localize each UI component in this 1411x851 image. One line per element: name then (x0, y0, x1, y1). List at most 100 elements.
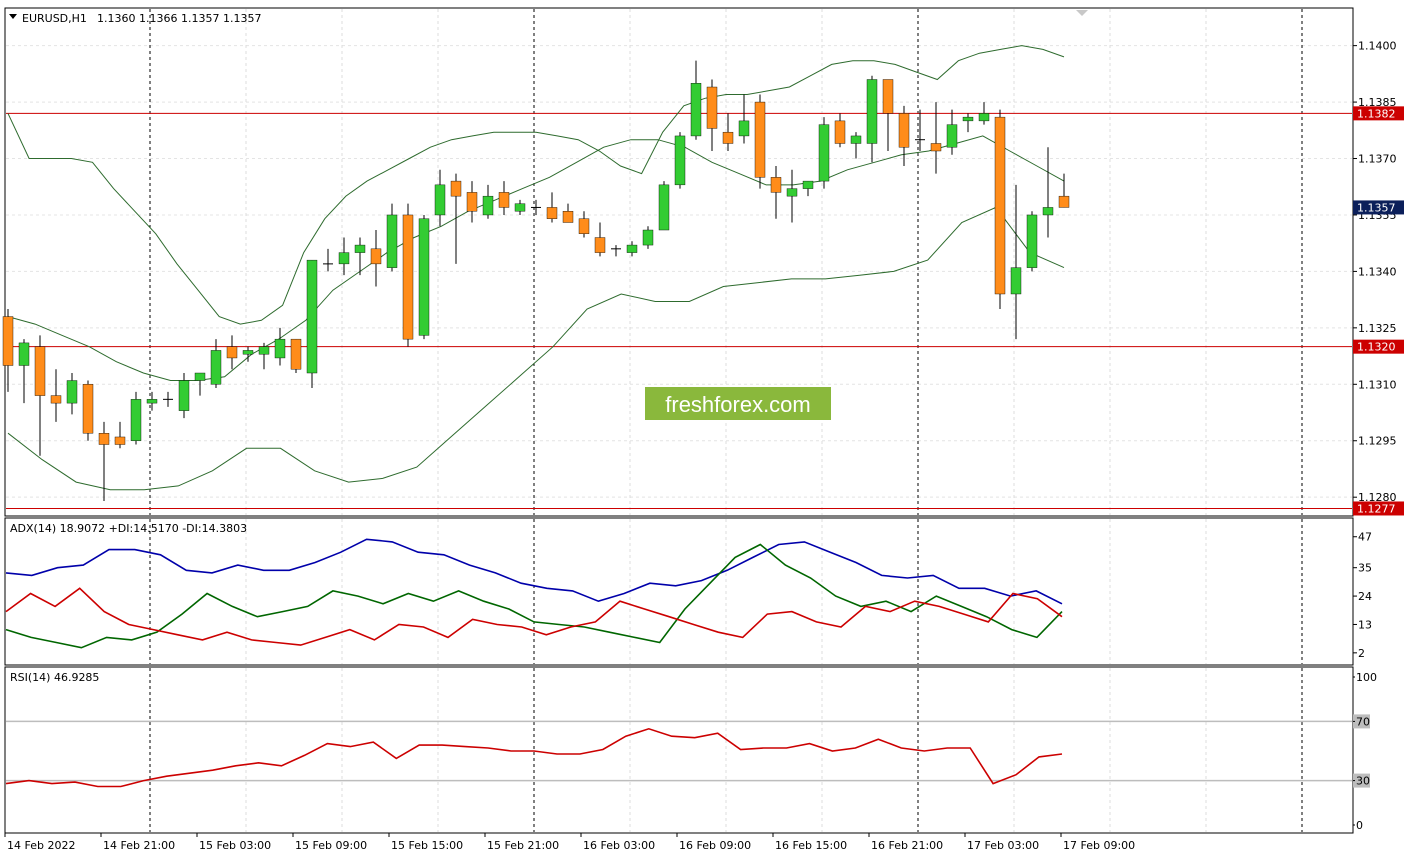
time-tick-label: 14 Feb 21:00 (103, 839, 175, 851)
price-axis: 1.14001.13851.13701.13551.13401.13251.13… (1353, 40, 1404, 516)
candle (802, 180, 814, 197)
symbol-label: EURUSD,H1 (22, 12, 87, 25)
candle (466, 181, 478, 223)
candle (66, 373, 78, 415)
candle-body (258, 346, 270, 355)
candle (562, 203, 574, 223)
candle (611, 245, 621, 257)
time-tick-label: 16 Feb 21:00 (871, 839, 943, 851)
candle-body (946, 124, 958, 148)
time-tick-label: 16 Feb 03:00 (583, 839, 655, 851)
candle-body (738, 120, 750, 137)
level-price-label: 1.1277 (1357, 502, 1396, 515)
candle (450, 173, 462, 264)
candle-body (546, 207, 558, 219)
candle-body (594, 237, 606, 253)
candle-body (146, 399, 158, 404)
plus-di-line (5, 543, 1063, 649)
candle (642, 226, 654, 249)
level-price-box (1353, 339, 1404, 354)
candle-body (98, 433, 110, 445)
candle (402, 203, 414, 347)
watermark-text: freshforex.com (665, 392, 811, 417)
candle-body (722, 131, 734, 144)
candle-body (194, 372, 206, 381)
candle-body (802, 180, 814, 189)
candle (146, 391, 158, 411)
candle (482, 184, 494, 219)
candle-body (754, 101, 766, 178)
candle (114, 421, 126, 449)
rsi-tick-label: 100 (1356, 671, 1377, 684)
candle-body (930, 143, 942, 152)
candle (866, 75, 878, 163)
bb-lower-line (7, 206, 1065, 491)
candle (514, 199, 526, 215)
rsi-lines (5, 720, 1352, 788)
level-price-box (1353, 106, 1404, 121)
candle (674, 132, 686, 189)
candle (834, 113, 846, 148)
candle (434, 169, 446, 227)
candle (738, 94, 750, 144)
candle (658, 181, 670, 231)
time-axis: 14 Feb 2022 14 Feb 21:00 15 Feb 03:00 15 Fe… (4, 833, 1135, 851)
dropdown-arrow-icon[interactable] (9, 14, 17, 19)
candle (258, 342, 270, 370)
candle (370, 230, 382, 287)
candle (690, 60, 702, 140)
bb-upper-line (7, 45, 1065, 325)
candle-body (674, 135, 686, 186)
watermark: freshforex.com (645, 387, 831, 420)
candle (1042, 147, 1054, 238)
candle-body (834, 120, 846, 144)
candle-body (882, 79, 894, 114)
ohlc-label: 1.1360 1.1366 1.1357 1.1357 (97, 12, 261, 25)
candle (946, 109, 958, 155)
candle-body (290, 338, 302, 370)
candle (323, 248, 333, 272)
current-price-box (1353, 200, 1404, 215)
candle (354, 237, 366, 276)
candle (962, 113, 974, 133)
candle-body (370, 248, 382, 265)
candle (98, 421, 110, 501)
rsi-header: RSI(14) 46.9285 (10, 671, 99, 684)
candle (1010, 184, 1022, 340)
candle-body (354, 244, 366, 253)
candle-body (962, 116, 974, 122)
candle (1026, 211, 1038, 272)
candle (770, 166, 782, 219)
candles (2, 60, 1070, 501)
candle-body (82, 384, 94, 434)
rsi-pane (4, 666, 1354, 834)
time-tick-label: 15 Feb 09:00 (295, 839, 367, 851)
level-price-label: 1.1320 (1357, 341, 1396, 354)
shift-marker-icon[interactable] (1076, 10, 1088, 16)
candle-body (50, 395, 62, 404)
candle (178, 373, 190, 419)
adx-tick-label: 24 (1358, 590, 1372, 603)
rsi-tick-label: 70 (1356, 715, 1370, 728)
candle (578, 211, 590, 238)
rsi-level-box (1353, 773, 1370, 788)
candle (2, 309, 14, 392)
adx-tick-label: 35 (1358, 562, 1372, 575)
candle-body (706, 86, 718, 129)
price-tick-label: 1.1400 (1358, 40, 1397, 53)
level-price-label: 1.1382 (1357, 107, 1396, 120)
main-pane (4, 7, 1354, 517)
candle (594, 222, 606, 257)
candle (930, 102, 942, 174)
watermark-box (645, 387, 831, 420)
main-header[interactable]: EURUSD,H1 1.1360 1.1366 1.1357 1.1357 (9, 12, 261, 25)
time-tick-label: 16 Feb 15:00 (775, 839, 847, 851)
candle (194, 372, 206, 396)
candle (786, 169, 798, 223)
candle-body (1010, 267, 1022, 295)
grid (6, 9, 1352, 832)
candle-body (450, 180, 462, 197)
adx-tick-label: 2 (1358, 647, 1365, 660)
candle-body (562, 210, 574, 223)
